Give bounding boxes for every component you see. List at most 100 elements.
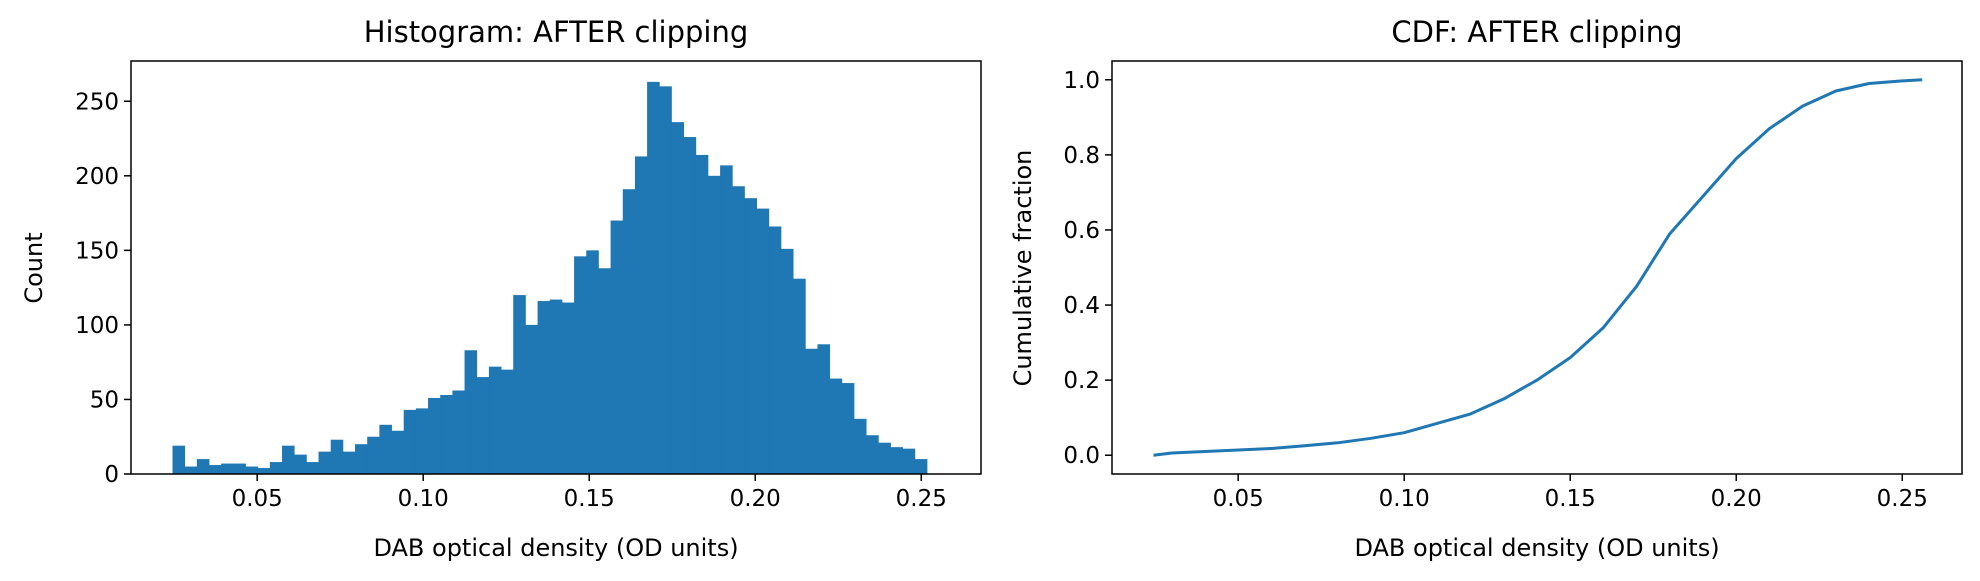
histogram-bar: [464, 350, 478, 474]
histogram-bar: [452, 390, 465, 474]
histogram-bar: [209, 465, 222, 474]
histogram-bar: [245, 466, 259, 474]
y-tick-label: 0.0: [1063, 443, 1100, 469]
x-tick-label: 0.05: [232, 486, 283, 512]
histogram-bar: [440, 394, 453, 474]
histogram-bar: [598, 268, 611, 474]
cdf-y-ticks: 0.0 0.2 0.4 0.6 0.8 1.0: [1063, 68, 1112, 469]
histogram-bar: [391, 430, 405, 474]
x-tick-label: 0.25: [1877, 486, 1928, 512]
histogram-bar: [780, 248, 794, 474]
histogram-bar: [817, 344, 831, 474]
y-tick-label: 0.8: [1063, 143, 1100, 169]
histogram-bar: [647, 81, 660, 474]
histogram-bar: [379, 424, 392, 474]
histogram-bar: [805, 348, 818, 474]
y-tick-label: 200: [75, 164, 119, 190]
histogram-bar: [282, 445, 295, 474]
cdf-chart: CDF: AFTER clipping 0.05 0.10 0.15 0.20 0.25…: [1009, 15, 1963, 562]
y-tick-label: 150: [75, 238, 119, 264]
histogram-bar: [914, 459, 928, 474]
cdf-y-axis-label: Cumulative fraction: [1009, 150, 1037, 387]
x-tick-label: 0.10: [398, 486, 449, 512]
histogram-axes-frame: [130, 60, 982, 475]
histogram-bar: [732, 186, 745, 474]
histogram-x-axis-label: DAB optical density (OD units): [373, 534, 738, 562]
histogram-bar: [744, 198, 758, 474]
histogram-bar: [756, 208, 770, 474]
histogram-bar: [403, 409, 417, 474]
histogram-bar: [695, 154, 709, 475]
histogram-bar: [367, 436, 380, 474]
y-tick-label: 50: [90, 387, 119, 413]
cdf-series-line: [1153, 78, 1923, 457]
histogram-bar: [720, 165, 733, 474]
cdf-x-ticks: 0.05 0.10 0.15 0.20 0.25: [1213, 474, 1928, 512]
histogram-title: Histogram: AFTER clipping: [364, 15, 749, 49]
histogram-bar: [476, 377, 490, 474]
histogram-bar: [866, 435, 879, 474]
histogram-bar: [707, 175, 721, 474]
cdf-axes-frame: [1111, 60, 1963, 475]
histogram-bar: [233, 463, 246, 474]
histogram-bar: [257, 468, 271, 474]
y-tick-label: 0.6: [1063, 218, 1100, 244]
histogram-bar: [221, 463, 234, 474]
histogram-bar: [878, 442, 891, 474]
histogram-bar: [537, 301, 551, 474]
histogram-bar: [415, 408, 429, 474]
histogram-bar: [622, 189, 636, 475]
histogram-bar: [634, 156, 648, 475]
histogram-bar: [342, 451, 356, 474]
histogram-bars: [172, 81, 928, 475]
histogram-bar: [853, 418, 867, 474]
histogram-bar: [586, 250, 599, 474]
histogram-bar: [428, 397, 441, 474]
cdf-title: CDF: AFTER clipping: [1391, 15, 1682, 49]
histogram-bar: [902, 448, 916, 474]
histogram-bar: [306, 462, 319, 474]
x-tick-label: 0.20: [730, 486, 781, 512]
y-tick-label: 1.0: [1063, 68, 1100, 94]
histogram-y-axis-label: Count: [20, 232, 48, 303]
x-tick-label: 0.05: [1213, 486, 1264, 512]
histogram-bar: [610, 220, 624, 474]
cdf-x-axis-label: DAB optical density (OD units): [1354, 534, 1719, 562]
y-tick-label: 0.4: [1063, 293, 1100, 319]
histogram-bar: [890, 447, 904, 474]
x-tick-label: 0.25: [896, 486, 947, 512]
histogram-bar: [172, 445, 186, 474]
histogram-bar: [768, 226, 782, 474]
histogram-x-ticks: 0.05 0.10 0.15 0.20 0.25: [232, 474, 947, 512]
y-tick-label: 250: [75, 89, 119, 115]
histogram-bar: [671, 122, 684, 474]
x-tick-label: 0.20: [1711, 486, 1762, 512]
histogram-bar: [330, 439, 344, 474]
histogram-chart: Histogram: AFTER clipping 0.05 0.10 0.15 0.…: [20, 15, 982, 562]
histogram-bar: [294, 454, 307, 474]
histogram-bar: [525, 324, 538, 474]
y-tick-label: 0: [104, 462, 119, 488]
histogram-bar: [659, 86, 672, 475]
x-tick-label: 0.15: [564, 486, 615, 512]
histogram-bar: [196, 459, 210, 474]
histogram-bar: [561, 302, 575, 474]
histogram-bar: [488, 366, 502, 474]
histogram-bar: [683, 137, 697, 474]
histogram-bar: [269, 462, 283, 474]
histogram-bar: [513, 295, 526, 474]
histogram-bar: [184, 466, 198, 474]
histogram-bar: [355, 444, 368, 474]
x-tick-label: 0.10: [1379, 486, 1430, 512]
histogram-bar: [793, 278, 806, 474]
histogram-bar: [841, 383, 855, 474]
histogram-bar: [501, 369, 514, 474]
y-tick-label: 100: [75, 313, 119, 339]
histogram-bar: [318, 451, 332, 474]
histogram-bar: [829, 378, 843, 474]
histogram-bar: [549, 299, 563, 474]
x-tick-label: 0.15: [1545, 486, 1596, 512]
histogram-bar: [574, 256, 587, 474]
